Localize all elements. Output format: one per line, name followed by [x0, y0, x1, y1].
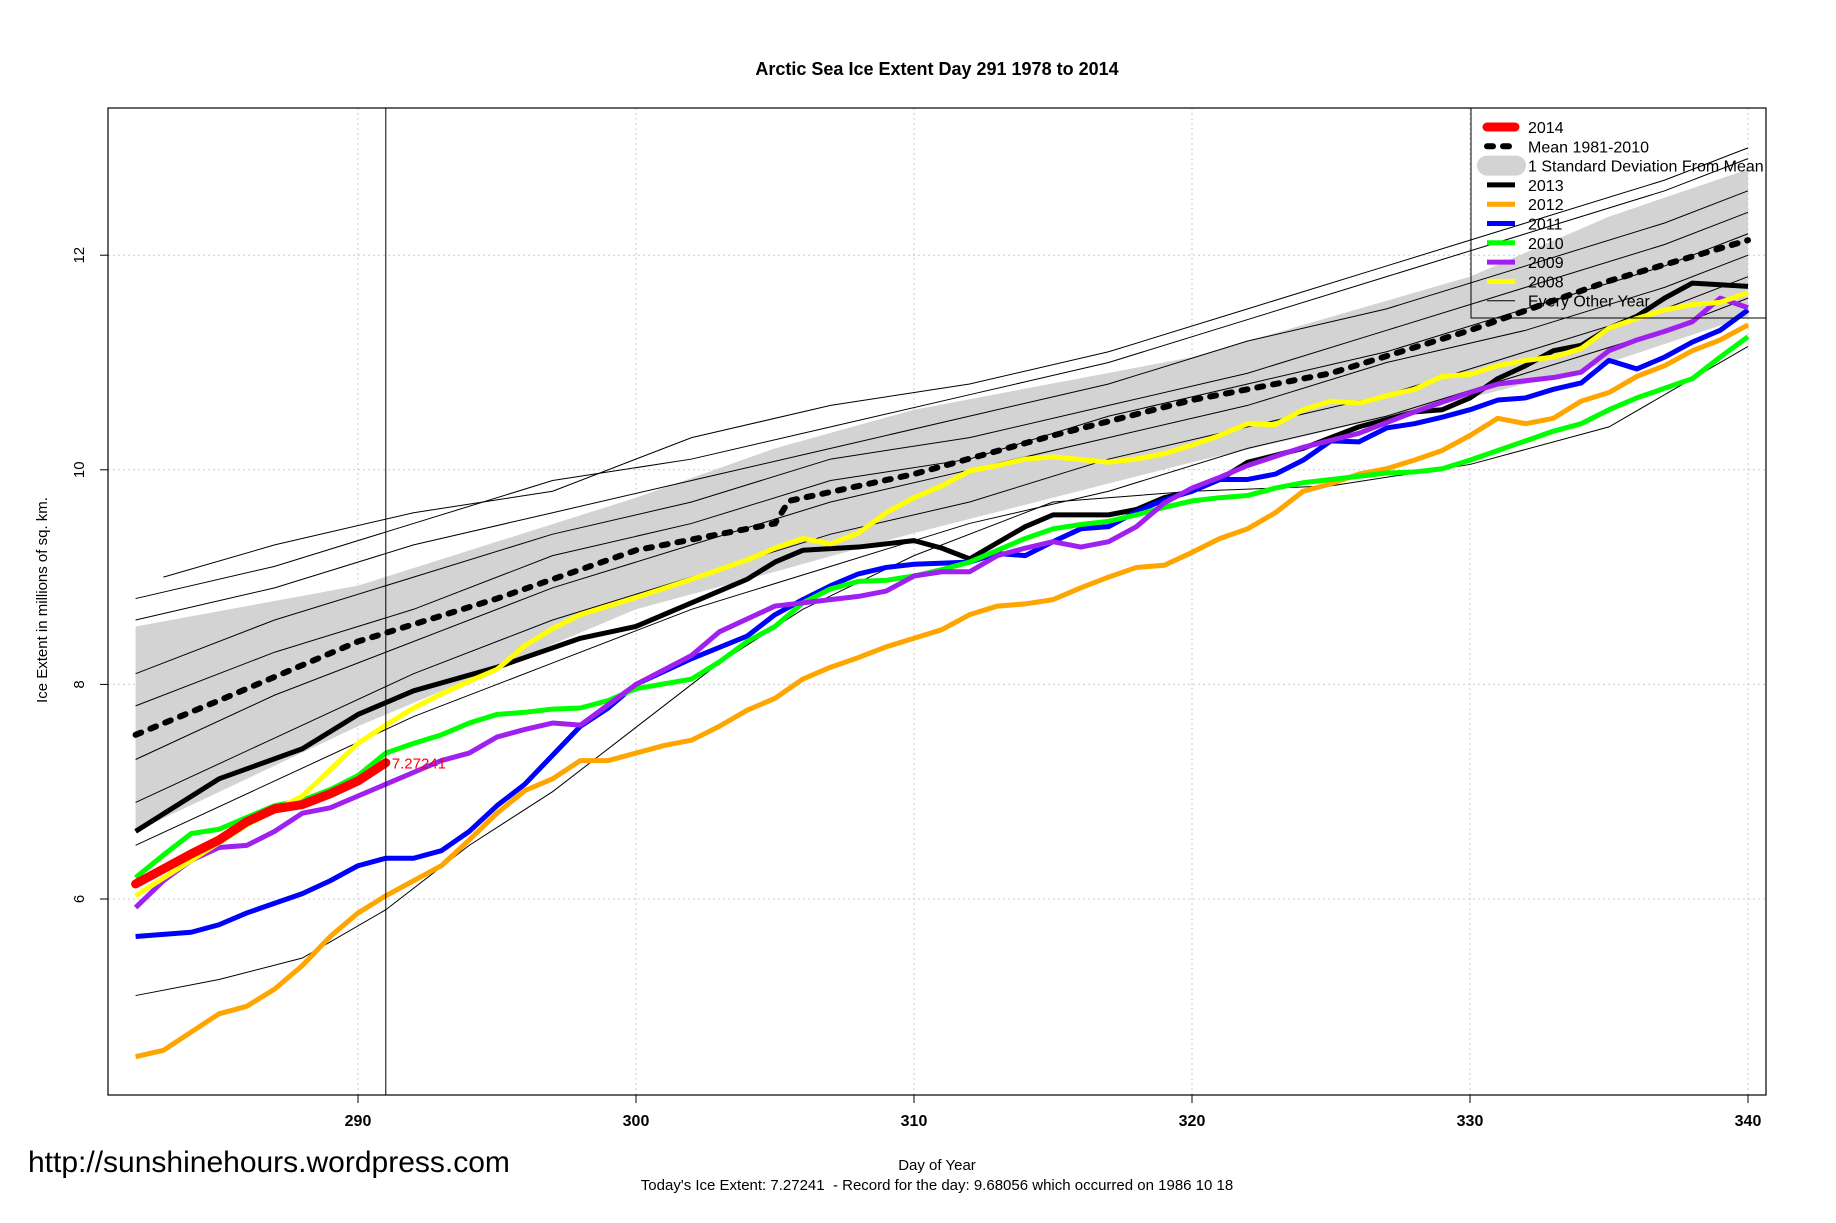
legend: 2014 Mean 1981-2010 1 Standard Deviation F…	[1470, 107, 1767, 319]
legend-label: Mean 1981-2010	[1528, 139, 1649, 156]
every-other-year-line	[135, 190, 1749, 621]
every-other-year-line	[135, 276, 1749, 803]
series-line-2009	[133, 295, 1749, 910]
x-tick-label: 300	[623, 1113, 650, 1130]
series-line-2013	[134, 280, 1749, 834]
x-tick-label: 340	[1735, 1113, 1762, 1130]
y-axis: 6 8 10 12	[71, 247, 108, 903]
x-tick-label: 310	[901, 1113, 928, 1130]
chart-title: Arctic Sea Ice Extent Day 291 1978 to 20…	[755, 59, 1118, 79]
every-other-year-line	[135, 158, 1749, 600]
legend-label: 2009	[1528, 255, 1564, 272]
y-tick-label: 6	[71, 895, 88, 903]
legend-label: 2008	[1528, 274, 1564, 291]
x-tick-label: 330	[1457, 1113, 1484, 1130]
series-line-2010	[134, 334, 1750, 880]
series-line-2012	[135, 322, 1750, 1060]
footer-subtitle: Today's Ice Extent: 7.27241 - Record for…	[641, 1177, 1233, 1194]
legend-label: 2011	[1528, 217, 1563, 234]
legend-label: 2010	[1528, 236, 1564, 253]
x-axis: 290 300 310 320 330 340	[345, 1095, 1762, 1130]
y-tick-label: 12	[71, 247, 88, 264]
legend-label: 2012	[1528, 197, 1564, 214]
legend-swatch	[1477, 155, 1526, 176]
series-line-2014	[131, 758, 391, 889]
series-line-mean-1981-2010	[132, 237, 1751, 738]
y-tick-label: 8	[71, 680, 88, 688]
x-axis-label: Day of Year	[898, 1157, 976, 1174]
current-value-label: 7.27241	[392, 755, 446, 772]
legend-label: 2013	[1528, 178, 1564, 195]
watermark-url: http://sunshinehours.wordpress.com	[28, 1146, 510, 1179]
sd-band	[135, 169, 1749, 832]
y-axis-label: Ice Extent in millions of sq. km.	[34, 497, 51, 703]
series-line-2008	[134, 290, 1749, 898]
legend-label: 2014	[1528, 120, 1564, 137]
every-other-year-line	[135, 211, 1749, 675]
plot-frame	[107, 107, 1767, 1096]
x-tick-label: 320	[1179, 1113, 1206, 1130]
series-layer	[131, 147, 1751, 1060]
sd-band-layer	[135, 169, 1749, 832]
legend-label: 1 Standard Deviation From Mean	[1528, 159, 1764, 176]
x-tick-label: 290	[345, 1113, 372, 1130]
legend-label: Every Other Year	[1528, 294, 1651, 311]
y-tick-label: 10	[71, 461, 88, 478]
every-other-year-line	[163, 147, 1749, 578]
every-other-year-line	[135, 297, 1749, 846]
